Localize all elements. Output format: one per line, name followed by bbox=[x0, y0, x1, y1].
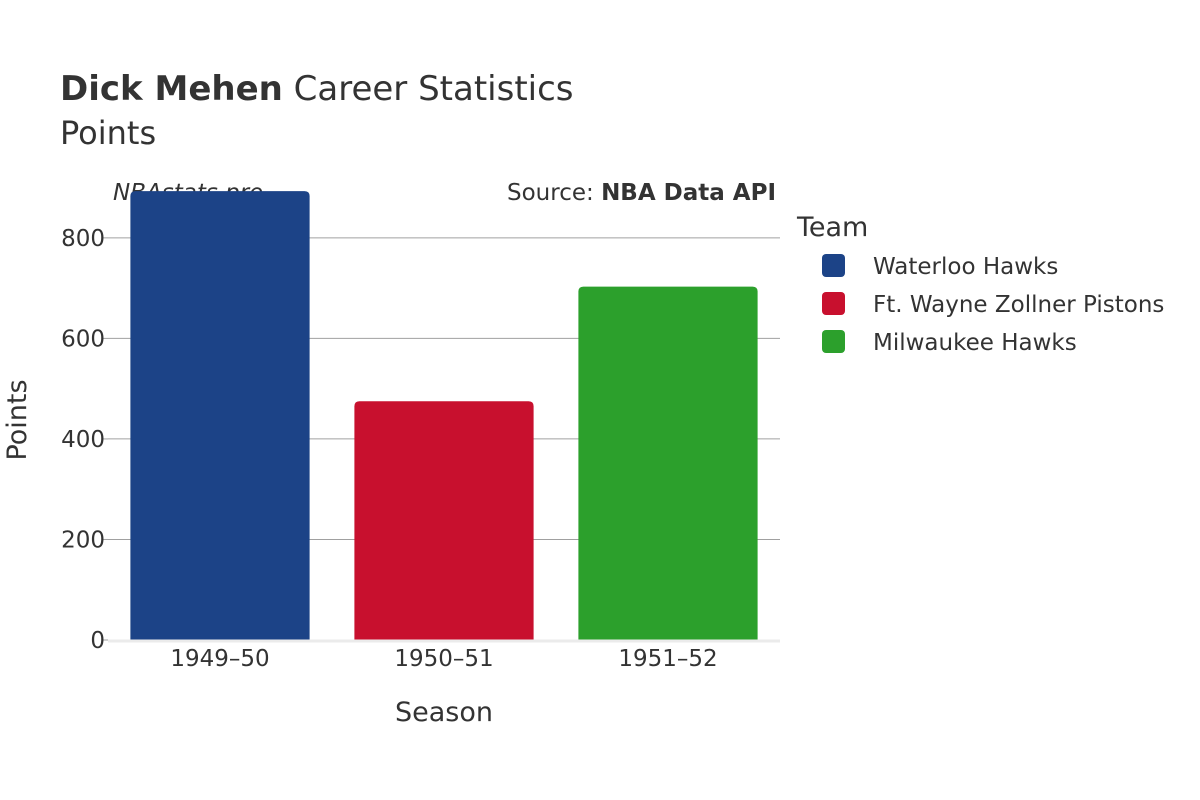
chart-title-rest: Career Statistics bbox=[283, 69, 574, 109]
y-tick-label: 0 bbox=[90, 628, 105, 654]
y-tick-label: 600 bbox=[61, 326, 105, 352]
chart-subtitle: Points bbox=[60, 114, 156, 152]
x-tick-label: 1949–50 bbox=[170, 646, 269, 672]
legend-label: Ft. Wayne Zollner Pistons bbox=[873, 292, 1164, 318]
bars bbox=[130, 191, 758, 640]
source-prefix: Source: bbox=[507, 180, 601, 206]
legend-label: Waterloo Hawks bbox=[873, 254, 1058, 280]
legend-items: Waterloo Hawks Ft. Wayne Zollner Pistons M… bbox=[822, 254, 1164, 356]
legend-label: Milwaukee Hawks bbox=[873, 330, 1077, 356]
legend-swatch bbox=[822, 254, 845, 277]
x-tick-label: 1951–52 bbox=[618, 646, 717, 672]
legend-title: Team bbox=[796, 212, 868, 243]
chart-title: Dick Mehen Career Statistics bbox=[60, 69, 574, 109]
bar-milwaukee-hawks bbox=[578, 286, 758, 640]
x-axis-title: Season bbox=[395, 697, 493, 728]
axes: 0 200 400 600 800 1949–50 1950–51 1951–52 bbox=[61, 226, 780, 672]
y-tick-label: 200 bbox=[61, 527, 105, 553]
bar-waterloo-hawks bbox=[130, 191, 310, 640]
legend-swatch bbox=[822, 292, 845, 315]
y-tick-label: 400 bbox=[61, 427, 105, 453]
legend: Team Waterloo Hawks Ft. Wayne Zollner Pis… bbox=[796, 212, 1164, 356]
source-credit: Source: NBA Data API bbox=[507, 180, 776, 206]
bar-ft-wayne-zollner-pistons bbox=[354, 401, 534, 640]
x-tick-label: 1950–51 bbox=[394, 646, 493, 672]
source-name: NBA Data API bbox=[601, 180, 776, 206]
legend-swatch bbox=[822, 330, 845, 353]
y-tick-label: 800 bbox=[61, 226, 105, 252]
chart-title-player: Dick Mehen bbox=[60, 69, 283, 109]
y-axis-title: Points bbox=[2, 379, 33, 460]
